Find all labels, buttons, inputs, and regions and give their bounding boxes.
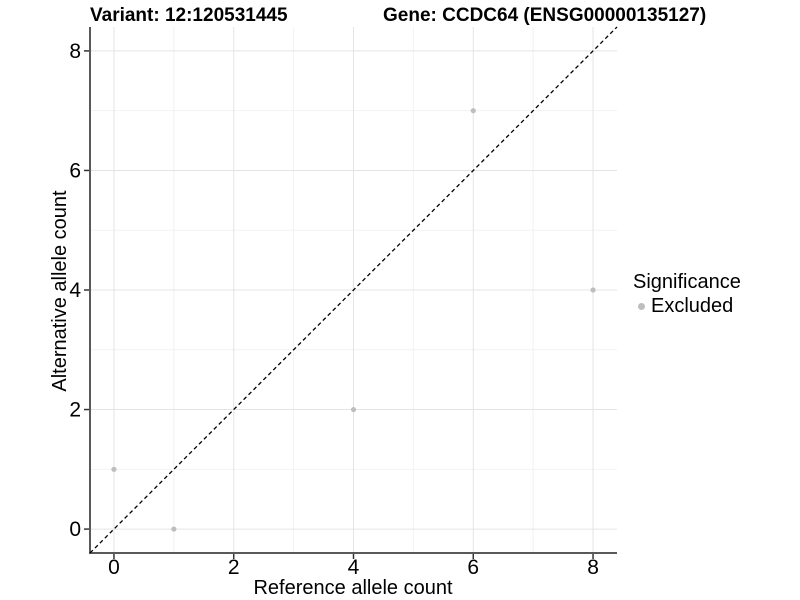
data-point [470, 108, 476, 114]
y-tick-label: 2 [69, 399, 81, 422]
data-point [111, 466, 117, 472]
plot-title-variant: Variant: 12:120531445 [90, 5, 288, 26]
legend: Significance Excluded [633, 271, 741, 318]
x-tick-label: 8 [587, 556, 599, 579]
data-point [350, 406, 357, 413]
x-tick-label: 0 [108, 556, 120, 579]
data-point [171, 526, 177, 532]
y-tick-label: 4 [69, 279, 81, 302]
plot-title-gene: Gene: CCDC64 (ENSG00000135127) [383, 5, 707, 26]
legend-title: Significance [633, 271, 741, 293]
y-tick-label: 6 [69, 159, 81, 182]
y-tick-label: 8 [69, 40, 81, 63]
y-tick-label: 0 [69, 518, 81, 541]
legend-item-excluded: Excluded [638, 295, 741, 318]
excluded-point-icon [638, 303, 645, 310]
x-tick-label: 2 [228, 556, 240, 579]
data-point [590, 287, 596, 293]
x-tick-label: 4 [348, 556, 360, 579]
identity-line [89, 26, 618, 554]
x-axis-title: Reference allele count [253, 577, 453, 599]
x-tick-label: 6 [467, 556, 479, 579]
y-axis-title: Alternative allele count [49, 190, 71, 392]
legend-item-label: Excluded [651, 295, 734, 317]
